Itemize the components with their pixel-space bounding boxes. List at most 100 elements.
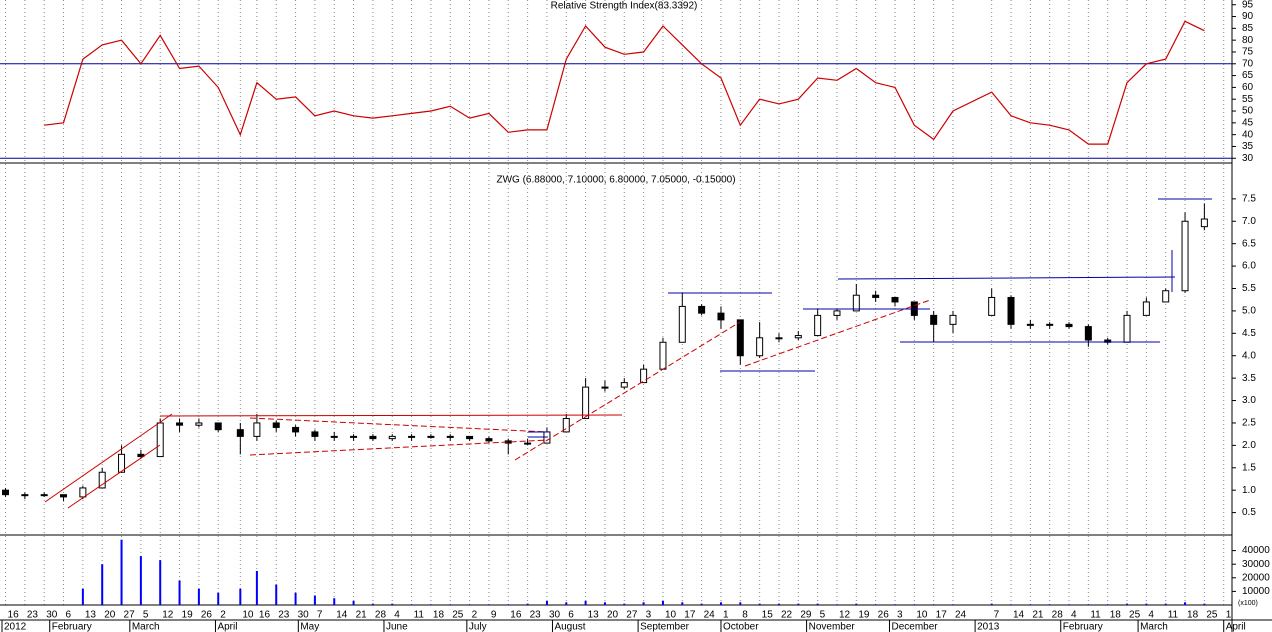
month-label: July: [469, 622, 487, 632]
level-line: [837, 276, 1176, 280]
volume-bar: [178, 580, 181, 605]
x-tick-label: 21: [1032, 610, 1044, 621]
y-tick-label: 75: [1242, 47, 1254, 58]
volume-bar: [120, 539, 123, 605]
x-tick-label: 7: [317, 610, 323, 621]
price-title: ZWG (6.88000, 7.10000, 6.80000, 7.05000,…: [496, 175, 735, 186]
candle-body: [21, 494, 29, 497]
candle-body: [717, 312, 725, 321]
y-tick-label: 60: [1242, 82, 1254, 93]
volume-bar: [391, 603, 394, 605]
y-tick-label: 70: [1242, 58, 1254, 69]
candle-body: [1084, 326, 1092, 341]
volume-bar: [313, 595, 316, 605]
x-tick-label: 12: [162, 610, 174, 621]
volume-bar: [1203, 603, 1206, 605]
month-label: August: [554, 622, 585, 632]
trend-lines: [44, 198, 1212, 509]
volume-bar: [816, 603, 819, 605]
y-tick-label: 95: [1242, 0, 1254, 10]
volume-bar: [642, 602, 645, 605]
candle-body: [60, 494, 68, 498]
trend-line: [44, 413, 173, 503]
x-tick-label: 24: [955, 610, 967, 621]
candle-body: [79, 487, 87, 498]
y-tick-label: 55: [1242, 94, 1254, 105]
x-tick-label: 2: [220, 610, 226, 621]
candle-body: [446, 435, 454, 438]
x-tick-label: 3: [897, 610, 903, 621]
volume-bar: [371, 603, 374, 605]
candle-body: [736, 319, 744, 357]
volume-bar: [468, 604, 471, 605]
volume-bar: [275, 584, 278, 605]
volume-bar: [739, 602, 742, 605]
x-tick-label: 21: [356, 610, 368, 621]
x-tick-label: 3: [646, 610, 652, 621]
x-tick-label: 11: [1090, 610, 1101, 621]
candle-body: [678, 305, 686, 343]
x-tick-label: 6: [568, 610, 574, 621]
x-tick-label: 9: [491, 610, 497, 621]
volume-bar: [932, 604, 935, 605]
trend-line: [744, 299, 931, 367]
candle-body: [949, 314, 957, 325]
candle-body: [1007, 296, 1015, 325]
y-tick-label: 50: [1242, 106, 1254, 117]
x-tick-label: 10: [665, 610, 677, 621]
trend-line: [159, 414, 623, 417]
candle-body: [485, 438, 493, 442]
x-tick-label: 25: [452, 610, 464, 621]
trend-line: [249, 439, 549, 456]
volume-bar: [1145, 603, 1148, 605]
x-tick-label: 19: [182, 610, 194, 621]
candle-body: [640, 368, 648, 384]
y-tick-label: 90: [1242, 11, 1254, 22]
x-tick-label: 2: [472, 610, 478, 621]
x-tick-label: 1: [1226, 610, 1232, 621]
rsi-line: [44, 20, 1205, 145]
volume-bar: [893, 604, 896, 605]
x-tick-label: 13: [85, 610, 97, 621]
volume-bar: [197, 588, 200, 605]
x-tick-label: 16: [8, 610, 20, 621]
y-tick-label: 2.5: [1242, 418, 1256, 429]
x-tick-label: 19: [858, 610, 870, 621]
x-tick-label: 17: [684, 610, 696, 621]
volume-unit: (x100): [1238, 600, 1258, 607]
candle-body: [562, 417, 570, 433]
trend-line: [249, 417, 549, 433]
candle-body: [1046, 323, 1054, 326]
candle-body: [988, 296, 996, 316]
volume-bar: [239, 588, 242, 605]
month-label: September: [640, 622, 690, 632]
volume-bar: [584, 600, 587, 605]
volume-bar: [139, 556, 142, 605]
y-tick-label: 30: [1242, 153, 1254, 164]
month-label: 2013: [977, 622, 1000, 632]
candle-body: [272, 422, 280, 428]
y-tick-label: 6.5: [1242, 238, 1256, 249]
y-tick-label: 0.5: [1242, 507, 1256, 518]
volume-bar: [1068, 604, 1071, 605]
y-tick-label: 2.0: [1242, 440, 1256, 451]
candle-body: [236, 429, 244, 437]
volume-bar: [1184, 602, 1187, 605]
month-label: November: [809, 622, 856, 632]
x-tick-label: 4: [394, 610, 400, 621]
month-label: March: [132, 622, 160, 632]
x-tick-label: 25: [1206, 610, 1218, 621]
x-tick-label: 28: [375, 610, 387, 621]
volume-bar: [913, 604, 916, 605]
y-tick-label: 7.5: [1242, 193, 1256, 204]
y-tick-label: 5.5: [1242, 283, 1256, 294]
candle-body: [1123, 314, 1131, 343]
candle-body: [543, 431, 551, 444]
y-tick-label: 4.0: [1242, 350, 1256, 361]
y-tick-label: 1.5: [1242, 462, 1256, 473]
volume-bar: [255, 571, 258, 605]
y-tick-label: 35: [1242, 141, 1254, 152]
month-label: June: [386, 622, 408, 632]
candle-body: [214, 422, 222, 431]
